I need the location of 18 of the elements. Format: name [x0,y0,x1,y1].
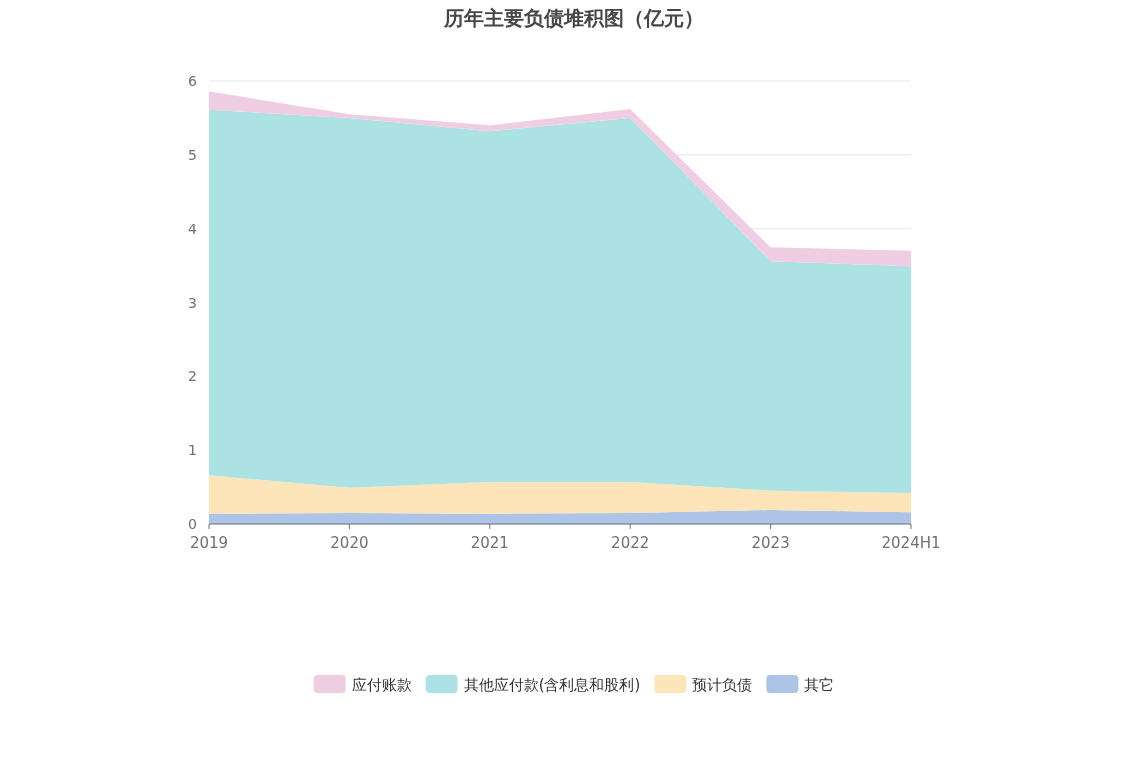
x-tick-label: 2024H1 [881,534,941,552]
x-tick-label: 2020 [330,534,369,552]
x-tick-label: 2021 [470,534,509,552]
legend-label: 预计负债 [692,676,753,694]
legend-label: 其它 [804,676,835,694]
x-tick-label: 2022 [611,534,650,552]
legend-label: 其他应付款(含利息和股利) [463,676,641,694]
y-tick-label: 0 [188,516,197,532]
y-tick-label: 1 [188,442,197,459]
chart-title: 历年主要负债堆积图（亿元） [443,6,704,30]
x-tick-label: 2023 [751,534,790,552]
y-tick-label: 3 [188,294,197,311]
x-tick-label: 2019 [189,534,229,552]
legend-label: 应付账款 [351,676,412,694]
y-tick-label: 2 [188,368,197,385]
y-tick-label: 5 [188,146,197,163]
y-tick-label: 6 [188,73,198,89]
y-tick-label: 4 [188,220,198,237]
